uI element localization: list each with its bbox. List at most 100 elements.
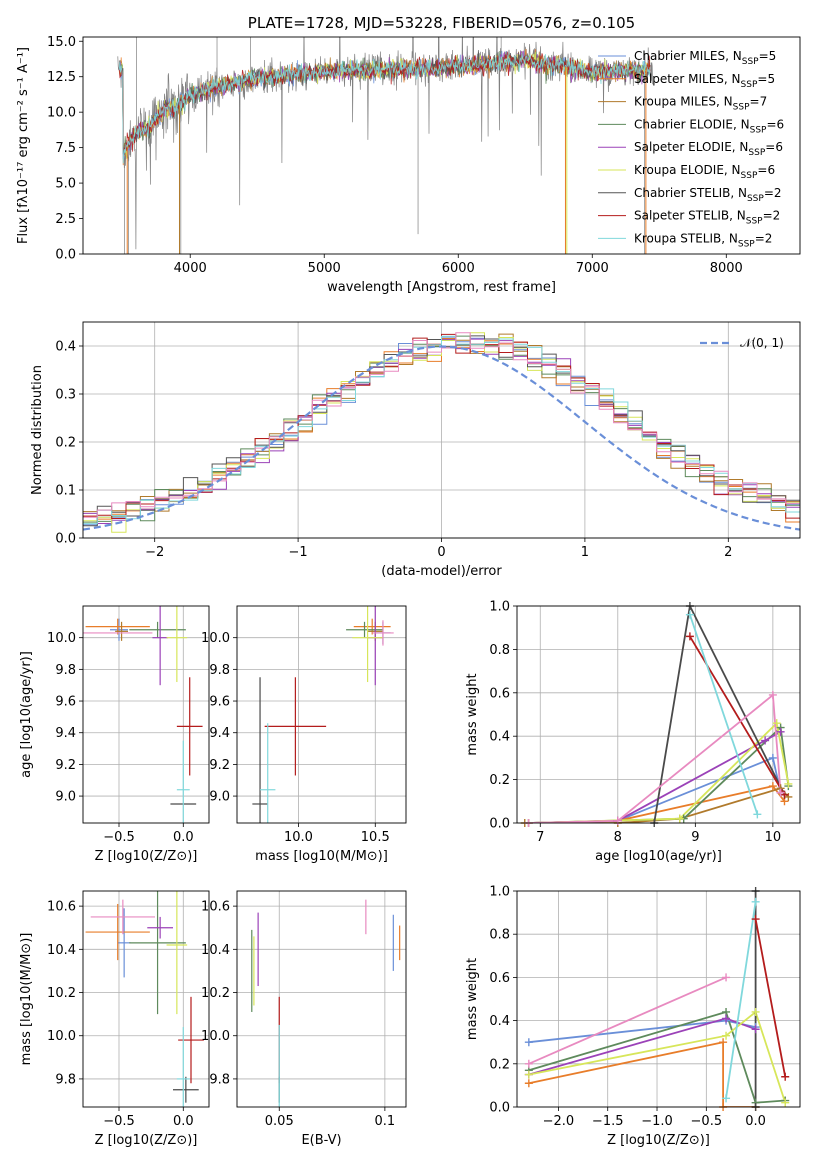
y-tick-label: 9.6 <box>209 695 230 710</box>
y-axis-label: mass weight <box>465 958 480 1040</box>
residual-histogram <box>83 335 800 525</box>
mass-vs-z-panel: −0.5 0.0 9.8 10.0 10.2 10.4 10.6 Z [log10(Z/Z⊙)… <box>19 890 210 1148</box>
mass-vs-ebv-panel: 0.05 0.1 9.8 10.0 10.2 10.4 10.6 E(B-V) <box>201 890 407 1148</box>
weight-marker <box>722 1031 731 1040</box>
x-tick-label: 0.0 <box>173 1114 194 1129</box>
mass-weight-line <box>754 918 787 1077</box>
legend-entry: Kroupa STELIB, NSSP=2 <box>634 231 772 249</box>
y-tick-label: 0.0 <box>55 248 76 263</box>
x-tick-label: −1.0 <box>641 1114 673 1129</box>
mass-weight-line <box>528 731 782 823</box>
weight-marker <box>751 915 760 924</box>
weight-marker <box>768 753 777 762</box>
x-tick-label: 5000 <box>308 261 341 276</box>
x-tick-label: 4000 <box>174 261 207 276</box>
weight-marker <box>784 779 793 788</box>
legend-entry: Chabrier ELODIE, NSSP=6 <box>634 117 784 135</box>
mass-weight-line <box>528 721 790 823</box>
x-tick-label: 10 <box>765 830 782 845</box>
x-tick-label: 0.0 <box>173 830 194 845</box>
y-tick-label: 10.2 <box>201 986 230 1001</box>
y-tick-label: 0.4 <box>489 730 510 745</box>
y-tick-label: 10.4 <box>47 943 76 958</box>
legend-entry: Chabrier MILES, NSSP=5 <box>634 49 776 67</box>
y-axis-label: Flux [fλ10⁻¹⁷ erg cm⁻² s⁻¹ A⁻¹] <box>16 47 31 244</box>
x-axis-label: E(B-V) <box>301 1133 341 1148</box>
x-axis-label: (data-model)/error <box>381 564 502 579</box>
axes-frame <box>516 890 801 1108</box>
weight-marker <box>524 1059 533 1068</box>
mass-weight-line <box>653 606 786 823</box>
x-axis-label: age [log10(age/yr)] <box>595 849 722 864</box>
legend-entry: Kroupa ELODIE, NSSP=6 <box>634 163 775 181</box>
weight-marker <box>685 610 694 619</box>
weight-marker <box>751 1007 760 1016</box>
mass-weight-line <box>725 901 757 1099</box>
mass-weight-line <box>528 725 790 823</box>
x-tick-label: 9 <box>691 830 699 845</box>
x-tick-label: −1.5 <box>592 1114 624 1129</box>
y-tick-label: 10.6 <box>201 900 230 915</box>
mass-weight-line <box>528 693 782 823</box>
model-spectrum-line <box>119 52 651 159</box>
y-axis-label: Normed distribution <box>30 365 45 495</box>
y-tick-label: 0.0 <box>55 532 76 547</box>
y-tick-label: 0.2 <box>489 1057 510 1072</box>
legend-entry: Salpeter ELODIE, NSSP=6 <box>634 140 783 158</box>
weight-marker <box>675 814 684 823</box>
x-tick-label: 0 <box>437 545 445 560</box>
y-tick-label: 0.8 <box>489 643 510 658</box>
x-tick-label: 10.0 <box>284 830 313 845</box>
y-tick-label: 9.4 <box>209 726 230 741</box>
weight-marker <box>772 719 781 728</box>
y-tick-label: 9.8 <box>209 663 230 678</box>
y-tick-label: 9.8 <box>209 1072 230 1087</box>
y-tick-label: 9.8 <box>55 663 76 678</box>
y-tick-label: 0.4 <box>55 340 76 355</box>
y-tick-label: 0.2 <box>55 436 76 451</box>
mass-weight-line <box>689 614 759 815</box>
age-vs-z-plot-area <box>83 606 203 823</box>
x-tick-label: 6000 <box>442 261 475 276</box>
x-tick-label: −0.5 <box>103 830 135 845</box>
y-axis-label: mass weight <box>465 673 480 755</box>
mass-weight-line <box>689 635 786 796</box>
weight-marker <box>524 1070 533 1079</box>
x-tick-label: 7 <box>536 830 544 845</box>
weight-marker <box>768 690 777 699</box>
y-tick-label: 9.6 <box>55 695 76 710</box>
weight-marker <box>761 736 770 745</box>
y-tick-label: 15.0 <box>47 35 76 50</box>
x-tick-label: −0.5 <box>691 1114 723 1129</box>
x-tick-label: 10.5 <box>361 830 390 845</box>
axes-frame <box>516 605 801 824</box>
axes-frame <box>236 890 407 1108</box>
y-axis-label: age [log10(age/yr)] <box>19 651 34 778</box>
weight-marker <box>781 1072 790 1081</box>
weight-marker <box>722 1014 731 1023</box>
age-vs-mass-plot-area <box>252 606 394 823</box>
mass-weight-line <box>528 1010 786 1104</box>
weight-vs-age-panel: 7 8 9 10 0.0 0.2 0.4 0.6 0.8 1.0 age [log10(age/yr… <box>465 600 801 864</box>
weight-vs-z-plot-area <box>528 891 787 1107</box>
x-tick-label: 0.05 <box>265 1114 294 1129</box>
weight-marker <box>751 897 760 906</box>
y-tick-label: 9.0 <box>209 790 230 805</box>
y-tick-label: 9.4 <box>55 726 76 741</box>
weight-marker <box>776 727 785 736</box>
y-tick-label: 10.4 <box>201 943 230 958</box>
weight-marker <box>753 810 762 819</box>
age-vs-mass-panel: 10.0 10.5 9.0 9.2 9.4 9.6 9.8 10.0 mass [log10(M… <box>201 605 407 864</box>
weight-vs-age-plot-area <box>524 606 790 823</box>
spectrum-panel: 4000 5000 6000 7000 8000 0.0 2.5 5.0 7.5 10.0 12.5… <box>16 14 801 295</box>
y-tick-label: 10.2 <box>47 986 76 1001</box>
mass-vs-z-plot-area <box>85 891 204 1107</box>
legend: Chabrier MILES, NSSP=5 Salpeter MILES, NS… <box>598 49 784 249</box>
axes-frame <box>82 36 801 255</box>
weight-marker <box>781 1098 790 1107</box>
x-axis-label: wavelength [Angstrom, rest frame] <box>327 280 556 295</box>
residuals-panel: −2 −1 0 1 2 0.0 0.1 0.2 0.3 0.4 (data-model)/error… <box>30 321 801 579</box>
x-tick-label: 7000 <box>576 261 609 276</box>
y-tick-label: 10.0 <box>201 631 230 646</box>
